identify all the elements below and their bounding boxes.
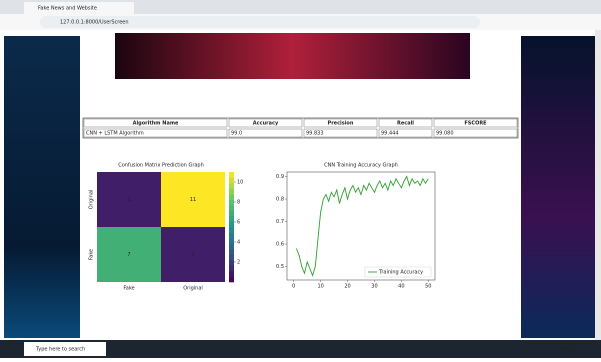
x-tick-label: 40 (398, 284, 404, 290)
x-tick-label: Original (183, 286, 203, 292)
y-tick-label: 0.9 (276, 174, 284, 180)
header-text: Precision (328, 121, 354, 127)
cell-label: 1 (127, 197, 130, 203)
colorbar-step (229, 238, 234, 244)
colorbar-step (229, 211, 234, 217)
y-tick-label: Fake (89, 249, 95, 260)
header-text: Algorithm Name (133, 121, 179, 127)
colorbar-step (229, 172, 234, 178)
banner (115, 33, 470, 79)
colorbar-label: 4 (237, 240, 240, 246)
x-tick-label: Fake (123, 286, 134, 292)
chart-title: CNN Training Accuracy Graph (324, 163, 398, 169)
x-tick-label: 10 (317, 284, 323, 290)
colorbar-step (229, 244, 234, 250)
tab-title: Fake News and Website (38, 6, 97, 12)
colorbar-step (229, 216, 234, 222)
header-text: Recall (397, 121, 414, 127)
colorbar-step (229, 260, 234, 266)
colorbar-step (229, 183, 234, 189)
colorbar-label: 2 (237, 260, 240, 266)
cell-label: 7 (127, 252, 130, 258)
cell-text: 99.080 (436, 131, 454, 137)
screen: Fake News and Website 127.0.0.1:8000/Use… (0, 0, 601, 358)
colorbar-label: 6 (237, 220, 240, 226)
search-text: Type here to search (35, 347, 85, 353)
colorbar-step (229, 233, 234, 239)
x-tick-label: 0 (292, 284, 295, 290)
left-panel (4, 36, 80, 338)
cell-text: 99.444 (381, 131, 399, 137)
chart-title: Confusion Matrix Prediction Graph (118, 163, 204, 169)
y-tick-label: 0.6 (276, 242, 284, 248)
colorbar-step (229, 178, 234, 184)
legend-label: Training Accuracy (378, 270, 423, 276)
cell-label: 1 (191, 252, 194, 258)
header-text: Accuracy (253, 121, 279, 127)
header-text: FSCORE (464, 121, 487, 127)
cell-text: 99.0 (231, 131, 242, 137)
cell-text: 99.833 (306, 131, 324, 137)
colorbar-step (229, 194, 234, 200)
colorbar-step (229, 271, 234, 277)
y-tick-label: Original (89, 190, 95, 210)
colorbar-step (229, 255, 234, 261)
x-tick-label: 30 (371, 284, 377, 290)
url: 127.0.0.1:8000/UserScreen (60, 20, 129, 26)
colorbar-step (229, 200, 234, 206)
cell-text: CNN + LSTM Algorithm (86, 131, 144, 137)
colorbar-step (229, 266, 234, 272)
y-tick-label: 0.8 (276, 197, 284, 203)
y-tick-label: 0.7 (276, 219, 284, 225)
colorbar-step (229, 222, 234, 228)
colorbar-step (229, 249, 234, 255)
colorbar-label: 8 (237, 200, 240, 206)
colorbar-step (229, 227, 234, 233)
clock: 9:56 (562, 347, 573, 353)
x-tick-label: 20 (344, 284, 350, 290)
y-tick-label: 0.5 (276, 264, 284, 270)
colorbar-step (229, 205, 234, 211)
x-tick-label: 50 (425, 284, 431, 290)
right-panel (521, 36, 595, 338)
cell-label: 11 (190, 197, 196, 203)
colorbar-step (229, 189, 234, 195)
scrollbar[interactable] (595, 30, 601, 340)
colorbar-label: 10 (237, 180, 243, 186)
colorbar-step (229, 277, 234, 283)
